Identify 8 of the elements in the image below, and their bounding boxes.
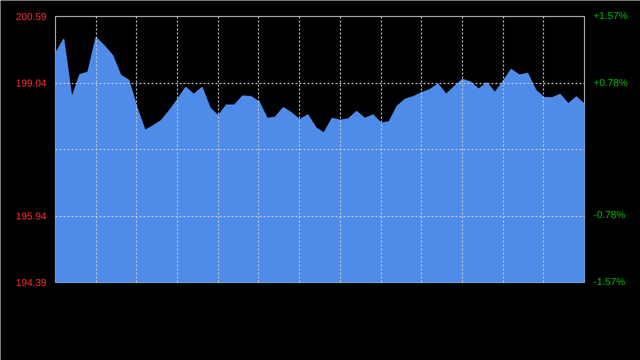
- y-tick-label: 200.59: [16, 12, 47, 23]
- y2-tick-label: -0.78%: [594, 210, 626, 222]
- y-tick-label: 195.94: [16, 212, 47, 222]
- y2-tick-label: +0.78%: [594, 78, 628, 89]
- y2-tick-label: -1.57%: [594, 277, 626, 288]
- y-tick-label: 194.39: [16, 278, 47, 289]
- y2-tick-label: +1.57%: [594, 11, 628, 22]
- y-tick-label: 199.04: [16, 78, 47, 90]
